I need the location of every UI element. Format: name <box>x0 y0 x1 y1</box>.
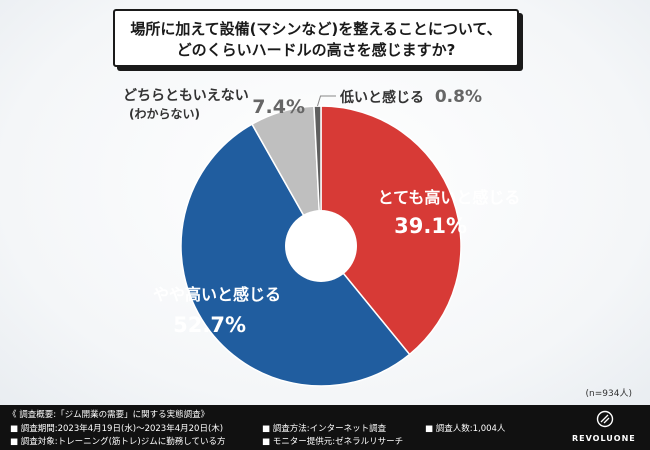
slice-value-2: 52.7% <box>173 313 246 337</box>
slice-label-3: どちらともいえない <box>123 88 249 104</box>
leader-line-4 <box>317 95 336 107</box>
slice-1 <box>320 105 462 356</box>
donut-chart: とても高いと感じる 39.1% やや高いと感じる 52.7% どちらともいえない (わから… <box>123 87 521 386</box>
slice-sublabel-3: (わからない) <box>129 107 200 121</box>
revoluone-logo-icon <box>596 410 614 428</box>
survey-target: ■ 調査対象:トレーニング(筋トレ)ジムに勤務している方 <box>10 437 226 447</box>
question-title-line2: どのくらいハードルの高さを感じますか? <box>176 41 456 59</box>
question-title-line1: 場所に加えて設備(マシンなど)を整えることについて、 <box>130 20 502 38</box>
slice-label-2: やや高いと感じる <box>153 285 281 304</box>
slice-label-4: 低いと感じる <box>339 89 424 106</box>
survey-provider: ■ モニター提供元:ゼネラルリサーチ <box>262 437 404 447</box>
survey-method: ■ 調査方法:インターネット調査 <box>262 424 387 434</box>
slice-value-3: 7.4% <box>252 96 305 118</box>
survey-heading: 《 調査概要:「ジム開業の需要」に関する実態調査》 <box>8 410 210 420</box>
question-title-box: 場所に加えて設備(マシンなど)を整えることについて、 どのくらいハードルの高さを… <box>113 9 519 67</box>
slice-value-1: 39.1% <box>394 214 467 238</box>
survey-period: ■ 調査期間:2023年4月19日(水)〜2023年4月20日(木) <box>10 424 224 434</box>
sample-size-note: (n=934人) <box>585 389 632 399</box>
slice-label-1: とても高いと感じる <box>378 188 521 207</box>
survey-count: ■ 調査人数:1,004人 <box>425 424 506 434</box>
donut-hole <box>285 210 357 282</box>
slice-value-4: 0.8% <box>435 87 482 107</box>
brand-name: REVOLUONE <box>572 434 636 443</box>
survey-footer: 《 調査概要:「ジム開業の需要」に関する実態調査》 ■ 調査期間:2023年4月… <box>0 405 650 450</box>
